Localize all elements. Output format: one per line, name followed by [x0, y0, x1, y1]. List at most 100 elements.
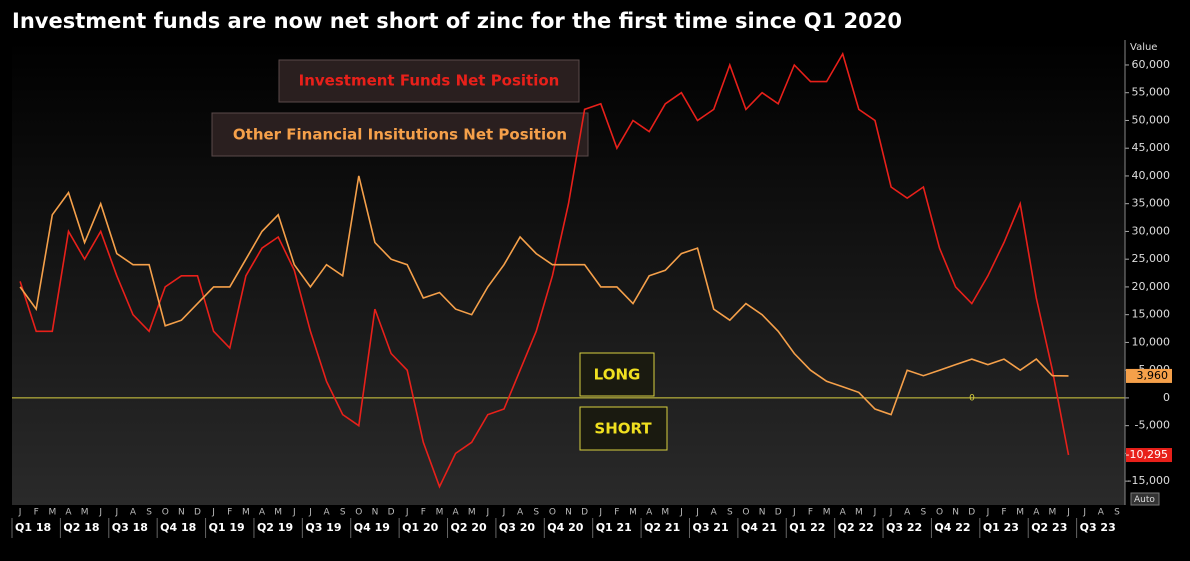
x-tick-label: D [775, 508, 782, 518]
x-tick-label: M [1049, 508, 1057, 518]
legend-label: Other Financial Insitutions Net Position [233, 126, 567, 144]
y-tick-label: 40,000 [1132, 169, 1171, 182]
x-tick-label: N [178, 508, 185, 518]
x-tick-label: J [1082, 508, 1086, 518]
quarter-label: Q2 20 [451, 521, 487, 534]
x-tick-label: A [840, 508, 847, 518]
last-value-box [1126, 368, 1172, 383]
quarter-label: Q4 21 [741, 521, 777, 534]
y-tick-label: 55,000 [1132, 86, 1171, 99]
x-tick-label: O [549, 508, 556, 518]
x-tick-label: F [421, 508, 426, 518]
x-tick-label: A [453, 508, 460, 518]
quarter-label: Q1 19 [209, 521, 245, 534]
y-tick-label: -15,000 [1128, 474, 1170, 487]
x-tick-label: N [759, 508, 766, 518]
x-tick-label: D [581, 508, 588, 518]
x-tick-label: N [565, 508, 572, 518]
y-tick-label: 0 [1163, 391, 1170, 404]
legend-box [211, 112, 589, 157]
quarter-label: Q2 22 [838, 521, 874, 534]
auto-button-label[interactable]: Auto [1134, 495, 1155, 505]
x-tick-label: A [646, 508, 653, 518]
x-tick-label: F [614, 508, 619, 518]
x-tick-label: J [486, 508, 490, 518]
x-tick-label: N [952, 508, 959, 518]
series-line [19, 175, 1069, 416]
x-tick-label: M [436, 508, 444, 518]
x-tick-label: M [629, 508, 637, 518]
x-tick-label: J [115, 508, 119, 518]
y-tick-label: 15,000 [1132, 308, 1171, 321]
x-tick-label: J [695, 508, 699, 518]
y-axis-label: Value [1130, 42, 1157, 53]
x-tick-label: F [34, 508, 39, 518]
x-tick-label: D [968, 508, 975, 518]
y-tick-label: -5,000 [1135, 419, 1170, 432]
x-tick-label: S [533, 508, 539, 518]
quarter-label: Q2 18 [63, 521, 99, 534]
x-tick-label: O [742, 508, 749, 518]
annotation: SHORT [594, 420, 652, 438]
quarter-label: Q4 20 [547, 521, 583, 534]
chart-title: Investment funds are now net short of zi… [12, 9, 902, 33]
x-tick-label: J [98, 508, 102, 518]
x-tick-label: J [292, 508, 296, 518]
auto-button[interactable] [1130, 492, 1160, 506]
x-tick-label: S [727, 508, 733, 518]
x-tick-label: S [1114, 508, 1120, 518]
quarter-label: Q3 20 [499, 521, 535, 534]
x-tick-label: J [889, 508, 893, 518]
legend-label: Investment Funds Net Position [299, 72, 560, 90]
x-tick-label: A [259, 508, 266, 518]
x-tick-label: O [936, 508, 943, 518]
x-tick-label: M [855, 508, 863, 518]
quarter-label: Q2 19 [257, 521, 293, 534]
x-tick-label: S [146, 508, 152, 518]
annotation-box [579, 406, 668, 451]
quarter-label: Q1 20 [402, 521, 438, 534]
y-tick-label: 45,000 [1132, 141, 1171, 154]
x-tick-label: S [340, 508, 346, 518]
x-tick-label: A [323, 508, 330, 518]
annotation-box [579, 352, 655, 397]
x-tick-label: J [211, 508, 215, 518]
x-tick-label: J [986, 508, 990, 518]
x-tick-label: N [372, 508, 379, 518]
quarter-label: Q3 21 [692, 521, 728, 534]
quarter-label: Q4 18 [160, 521, 196, 534]
x-tick-label: O [355, 508, 362, 518]
y-tick-label: 60,000 [1132, 58, 1171, 71]
x-tick-label: S [921, 508, 927, 518]
quarter-label: Q3 18 [112, 521, 148, 534]
quarter-label: Q1 22 [789, 521, 825, 534]
quarter-label: Q2 21 [644, 521, 680, 534]
quarter-label: Q3 22 [886, 521, 922, 534]
x-tick-label: M [81, 508, 89, 518]
x-tick-label: J [18, 508, 22, 518]
legend-box [278, 59, 580, 103]
x-tick-label: J [1066, 508, 1070, 518]
x-tick-label: A [65, 508, 72, 518]
x-tick-label: A [904, 508, 911, 518]
x-tick-label: M [274, 508, 282, 518]
y-tick-label: 25,000 [1132, 252, 1171, 265]
quarter-label: Q1 21 [596, 521, 632, 534]
zero-label: 0 [969, 393, 975, 403]
x-tick-label: M [468, 508, 476, 518]
plot-area [12, 40, 1125, 505]
x-tick-label: J [598, 508, 602, 518]
x-tick-label: M [1016, 508, 1024, 518]
y-tick-label: 50,000 [1132, 113, 1171, 126]
x-tick-label: D [194, 508, 201, 518]
x-tick-label: O [162, 508, 169, 518]
x-tick-label: M [242, 508, 250, 518]
x-tick-label: A [130, 508, 137, 518]
quarter-label: Q1 18 [15, 521, 51, 534]
y-tick-label: 10,000 [1132, 335, 1171, 348]
quarter-label: Q4 19 [354, 521, 390, 534]
x-tick-label: A [1033, 508, 1040, 518]
annotation: LONG [594, 366, 641, 384]
x-tick-label: F [1001, 508, 1006, 518]
